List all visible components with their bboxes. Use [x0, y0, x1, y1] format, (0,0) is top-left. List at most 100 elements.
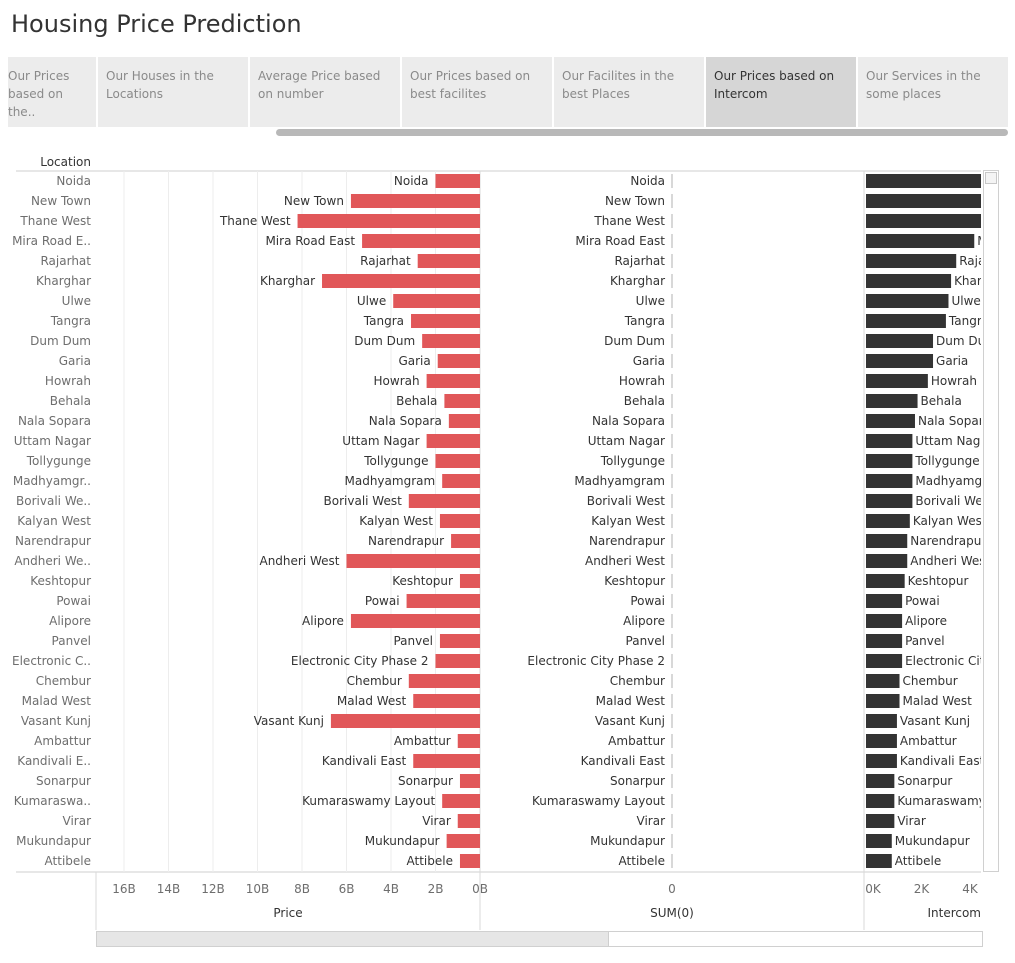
intercom-bar-label: Nala Sopara [918, 414, 991, 428]
row-label: Mira Road E.. [12, 234, 91, 248]
price-bar-label: Rajarhat [360, 254, 411, 268]
intercom-bar [866, 454, 913, 468]
intercom-bar [866, 854, 892, 868]
intercom-bar [866, 614, 903, 628]
intercom-tick-label: 2K [914, 882, 931, 896]
dashboard-tab-strip: Our Prices based on the.. Our Houses in t… [8, 57, 1008, 127]
row-label: Mukundapur [16, 834, 91, 848]
price-tick-label: 0B [472, 882, 488, 896]
intercom-bar-label: Uttam Nagar [915, 434, 992, 448]
sum-bar-label: Ambattur [608, 734, 665, 748]
price-bar-label: New Town [284, 194, 344, 208]
price-bar-label: Kandivali East [322, 754, 407, 768]
row-label: Kumaraswa.. [14, 794, 91, 808]
intercom-tick-label: 0K [865, 882, 882, 896]
price-bar-label: Uttam Nagar [342, 434, 419, 448]
price-bar-label: Malad West [337, 694, 407, 708]
price-bar [439, 634, 480, 648]
price-bar [435, 654, 480, 668]
tab-3[interactable]: Average Price based on number [250, 57, 400, 127]
tab-strip-scroll-thumb[interactable] [276, 129, 1008, 136]
price-bar [442, 794, 480, 808]
intercom-bar [866, 654, 903, 668]
vertical-scroll-thumb[interactable] [985, 172, 997, 184]
intercom-bar-label: Powai [905, 594, 940, 608]
row-label: Thane West [19, 214, 91, 228]
row-label: Kandivali E.. [17, 754, 91, 768]
price-bar-label: Kharghar [260, 274, 315, 288]
intercom-bar-label: Andheri West [910, 554, 990, 568]
intercom-bar-label: Kumaraswamy Layout [897, 794, 1015, 808]
sum-bar-label: Dum Dum [604, 334, 665, 348]
intercom-bar [866, 214, 981, 228]
intercom-bar [866, 594, 903, 608]
intercom-bar [866, 434, 913, 448]
tab-7[interactable]: Our Services in the some places [858, 57, 1008, 127]
intercom-bar [866, 634, 903, 648]
sum-bar-label: Chembur [610, 674, 665, 688]
intercom-bar-label: Ulwe [951, 294, 980, 308]
horizontal-scroll-thumb[interactable] [97, 932, 609, 946]
price-bar [417, 254, 480, 268]
tab-strip-scrollbar[interactable] [8, 128, 1008, 138]
intercom-tick-label: 4K [962, 882, 979, 896]
row-label: Ulwe [62, 294, 91, 308]
tab-4[interactable]: Our Prices based on best facilites [402, 57, 552, 127]
vertical-scrollbar[interactable] [983, 170, 999, 872]
price-bar [459, 774, 480, 788]
price-bar [297, 214, 480, 228]
intercom-bar [866, 414, 915, 428]
intercom-bar-label: Dum Dum [936, 334, 997, 348]
price-bar [413, 694, 480, 708]
row-label: Chembur [36, 674, 91, 688]
price-bar [413, 754, 480, 768]
intercom-bar [866, 334, 934, 348]
sum-bar-label: Madhyamgram [574, 474, 665, 488]
horizontal-scrollbar[interactable] [96, 931, 983, 947]
sum-bar-label: Kharghar [610, 274, 665, 288]
row-label: Rajarhat [40, 254, 91, 268]
price-bar-label: Kalyan West [359, 514, 433, 528]
price-bar [408, 494, 480, 508]
row-label: New Town [31, 194, 91, 208]
price-tick-label: 12B [201, 882, 225, 896]
price-bar-label: Howrah [374, 374, 420, 388]
intercom-bar-label: Madhyamgram [915, 474, 1006, 488]
price-bar-label: Garia [398, 354, 430, 368]
tab-5[interactable]: Our Facilites in the best Places [554, 57, 704, 127]
tab-1[interactable]: Our Prices based on the.. [8, 57, 96, 127]
intercom-bar [866, 314, 946, 328]
row-label: Alipore [49, 614, 91, 628]
tab-6[interactable]: Our Prices based on Intercom [706, 57, 856, 127]
sum-bar-label: Keshtopur [604, 574, 665, 588]
sum-tick-label: 0 [668, 882, 676, 896]
price-bar-label: Behala [396, 394, 437, 408]
intercom-bar-label: Chembur [903, 674, 958, 688]
intercom-bar-label: Garia [936, 354, 968, 368]
price-bar [322, 274, 480, 288]
intercom-bar-label: Alipore [905, 614, 947, 628]
intercom-bar [866, 814, 895, 828]
price-bar-label: Borivali West [324, 494, 403, 508]
tab-2[interactable]: Our Houses in the Locations [98, 57, 248, 127]
row-label: Narendrapur [15, 534, 91, 548]
price-bar-label: Tollygunge [363, 454, 428, 468]
intercom-bar [866, 174, 981, 188]
row-label: Attibele [45, 854, 91, 868]
sum-bar-label: Narendrapur [589, 534, 665, 548]
price-bar-label: Ambattur [394, 734, 451, 748]
intercom-bar [866, 754, 897, 768]
intercom-bar [866, 254, 957, 268]
price-bar [406, 594, 480, 608]
row-label: Kalyan West [17, 514, 91, 528]
intercom-bar [866, 534, 908, 548]
price-bar [437, 354, 480, 368]
sum-bar-label: Tangra [624, 314, 665, 328]
intercom-bar [866, 274, 952, 288]
sum-bar-label: Powai [630, 594, 665, 608]
intercom-bar-label: Tollygunge [914, 454, 979, 468]
row-label: Keshtopur [30, 574, 91, 588]
intercom-bar-label: Howrah [931, 374, 977, 388]
